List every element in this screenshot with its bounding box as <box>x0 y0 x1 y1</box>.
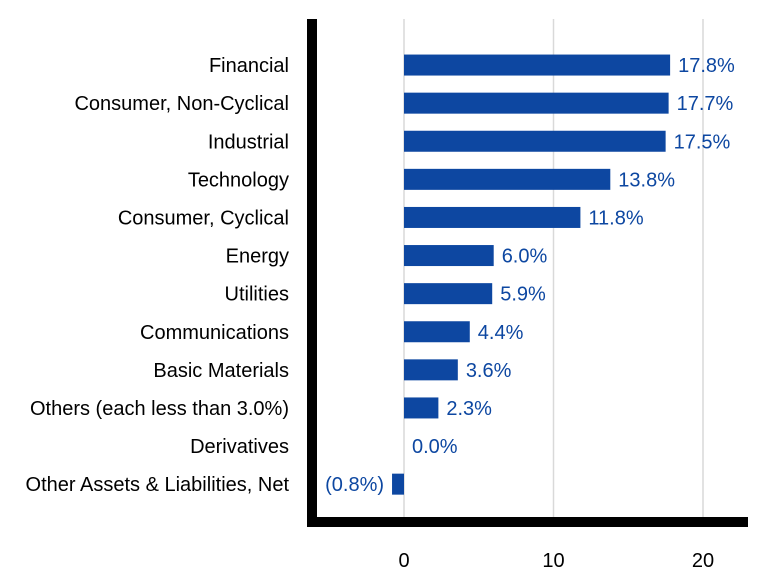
category-label-8: Basic Materials <box>153 360 289 382</box>
category-label-9: Others (each less than 3.0%) <box>30 398 289 420</box>
value-label-8: 3.6% <box>466 360 512 382</box>
bar-6 <box>404 283 493 305</box>
bar-5 <box>404 245 494 267</box>
category-label-2: Industrial <box>208 131 289 153</box>
x-tick-label-0: 0 <box>398 550 409 572</box>
value-label-10: 0.0% <box>412 436 458 458</box>
bar-3 <box>404 168 611 190</box>
value-label-2: 17.5% <box>674 131 731 153</box>
category-label-10: Derivatives <box>190 436 289 458</box>
category-label-6: Utilities <box>225 284 289 306</box>
value-label-1: 17.7% <box>677 93 734 115</box>
bar-7 <box>404 321 470 343</box>
value-label-3: 13.8% <box>618 169 675 191</box>
bar-9 <box>404 397 439 419</box>
x-tick-labels: 0 10 20 <box>398 550 714 572</box>
value-labels: 17.8% 17.7% 17.5% 13.8% 11.8% 6.0% 5.9% 4.4% 3.6… <box>325 55 735 496</box>
x-tick-label-1: 10 <box>542 550 564 572</box>
category-label-1: Consumer, Non-Cyclical <box>74 93 289 115</box>
bar-1 <box>404 92 669 114</box>
value-label-11: (0.8%) <box>325 474 384 496</box>
category-label-4: Consumer, Cyclical <box>118 207 289 229</box>
bar-11 <box>392 473 404 495</box>
value-label-6: 5.9% <box>500 284 546 306</box>
value-label-0: 17.8% <box>678 55 735 77</box>
value-label-7: 4.4% <box>478 322 524 344</box>
category-labels: Financial Consumer, Non-Cyclical Industria… <box>26 55 290 496</box>
bar-8 <box>404 359 458 381</box>
bar-2 <box>404 130 666 152</box>
value-label-5: 6.0% <box>502 246 548 268</box>
category-label-5: Energy <box>226 246 289 268</box>
bars-group <box>392 54 671 495</box>
y-axis-line <box>307 19 317 527</box>
x-axis-line <box>307 517 748 527</box>
value-label-9: 2.3% <box>446 398 492 420</box>
category-label-11: Other Assets & Liabilities, Net <box>26 474 290 496</box>
bar-4 <box>404 206 581 228</box>
value-label-4: 11.8% <box>588 207 643 229</box>
category-label-3: Technology <box>188 169 289 191</box>
x-tick-label-2: 20 <box>692 550 714 572</box>
category-label-7: Communications <box>140 322 289 344</box>
axes <box>307 19 748 527</box>
category-label-0: Financial <box>209 55 289 77</box>
bar-0 <box>404 54 671 76</box>
